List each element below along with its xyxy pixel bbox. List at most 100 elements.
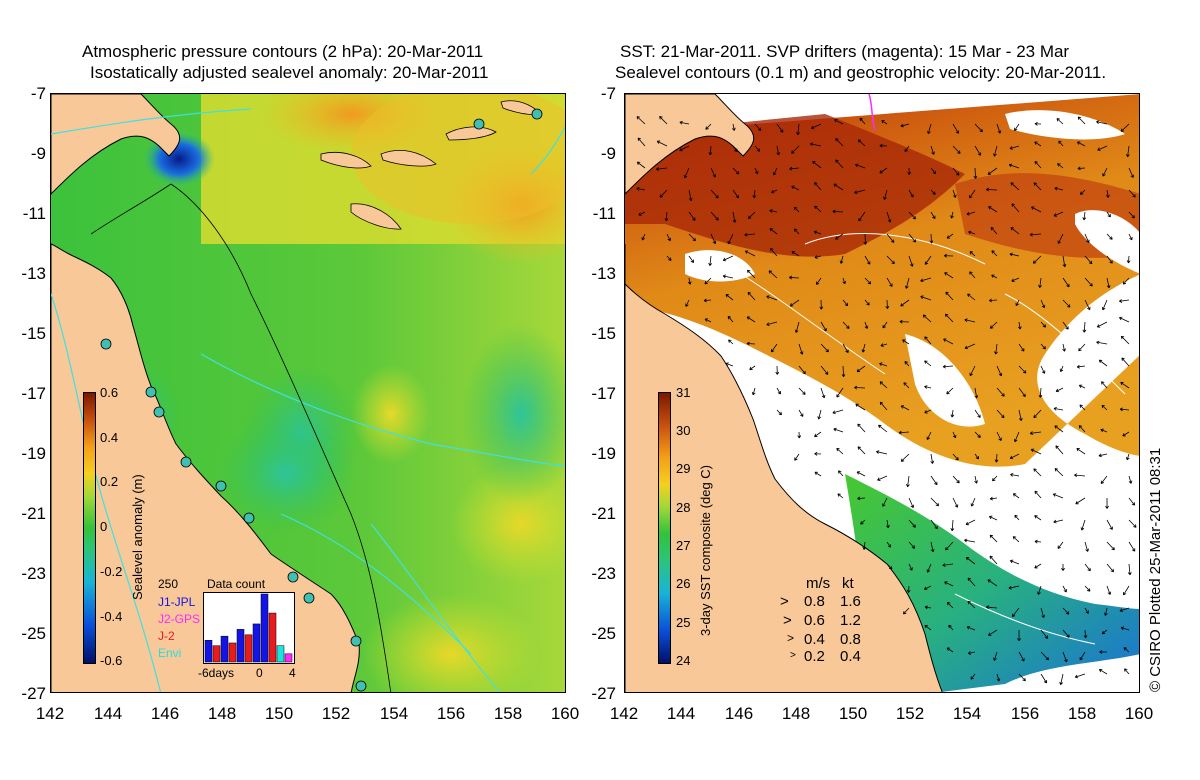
xtick: 154 — [952, 704, 982, 723]
velocity-arrow — [835, 233, 844, 240]
velocity-arrow — [970, 497, 976, 507]
velocity-arrow — [1078, 425, 1086, 433]
velocity-arrow — [1058, 140, 1064, 147]
velocity-arrow — [1062, 277, 1070, 288]
velocity-arrow — [1082, 211, 1087, 221]
velocity-arrow — [747, 291, 756, 301]
velocity-arrow — [798, 409, 804, 417]
velocity-arrow — [1123, 647, 1130, 653]
velocity-arrow — [1014, 123, 1020, 132]
velocity-arrow — [1103, 607, 1108, 616]
velocity-arrow — [836, 387, 844, 398]
velocity-arrow — [985, 605, 998, 610]
velocity-arrow — [666, 233, 671, 242]
velocity-arrow — [944, 272, 954, 279]
velocity-arrow — [952, 145, 961, 154]
velocity-arrow — [1010, 182, 1020, 191]
left-map[interactable] — [50, 93, 566, 693]
velocity-arrow — [920, 277, 932, 283]
velocity-arrow — [974, 123, 983, 133]
velocity-arrow — [798, 365, 806, 375]
colorbar-tick: 0.4 — [100, 430, 119, 445]
right-map[interactable] — [624, 93, 1140, 693]
velocity-arrow — [900, 453, 910, 462]
velocity-arrow — [793, 228, 800, 235]
histogram-bar — [212, 645, 221, 663]
velocity-arrow — [952, 431, 957, 439]
velocity-arrow — [989, 555, 998, 565]
velocity-arrow — [1013, 431, 1020, 443]
velocity-arrow — [945, 291, 954, 301]
inset-x-label: 0 — [256, 666, 263, 680]
velocity-arrow — [751, 387, 756, 396]
velocity-arrow — [904, 361, 910, 367]
velocity-arrow — [907, 167, 912, 175]
velocity-legend-kt: 0.8 — [840, 631, 861, 648]
velocity-arrow — [996, 409, 1005, 419]
velocity-arrow — [996, 123, 1002, 134]
right-title-line2: Sealevel contours (0.1 m) and geostrophi… — [615, 63, 1107, 82]
velocity-arrow — [819, 299, 824, 310]
velocity-arrow — [837, 493, 844, 499]
velocity-arrow — [638, 211, 646, 216]
velocity-arrow — [1009, 453, 1020, 460]
velocity-arrow — [688, 255, 695, 263]
velocity-arrow — [834, 119, 844, 125]
velocity-arrow — [900, 123, 910, 128]
velocity-arrow — [1106, 541, 1115, 551]
velocity-arrow — [754, 145, 761, 152]
data-count-histogram — [203, 592, 295, 664]
velocity-arrow — [1040, 607, 1045, 618]
velocity-arrow — [1122, 277, 1130, 285]
xtick: 150 — [264, 704, 294, 723]
velocity-arrow — [966, 625, 976, 631]
legend-j-2: J-2 — [158, 629, 175, 643]
velocity-arrow — [856, 365, 866, 373]
velocity-arrow — [1040, 343, 1046, 350]
velocity-arrow — [945, 541, 954, 551]
velocity-arrow — [883, 189, 888, 200]
velocity-arrow — [864, 277, 872, 285]
velocity-arrow — [1079, 404, 1086, 411]
velocity-arrow — [809, 142, 822, 147]
velocity-arrow — [930, 475, 938, 486]
velocity-arrow — [1128, 189, 1136, 198]
velocity-arrow — [1034, 490, 1042, 499]
velocity-arrow — [987, 579, 998, 587]
ytick: -23 — [21, 564, 46, 583]
velocity-arrow — [710, 167, 717, 178]
ytick: -27 — [21, 684, 46, 703]
velocity-arrow — [964, 318, 976, 323]
velocity-arrow — [1106, 233, 1113, 240]
velocity-arrow — [710, 233, 717, 245]
ytick: -11 — [592, 204, 616, 223]
velocity-arrow — [820, 365, 829, 375]
velocity-arrow — [946, 647, 954, 653]
velocity-arrow — [688, 211, 696, 221]
velocity-arrow — [904, 145, 910, 153]
velocity-arrow — [1106, 585, 1112, 595]
velocity-arrow — [732, 167, 740, 175]
velocity-arrow — [1010, 473, 1020, 477]
velocity-arrow — [656, 140, 668, 147]
xtick: 142 — [609, 704, 639, 723]
velocity-arrow — [950, 519, 955, 532]
velocity-arrow — [1011, 607, 1020, 618]
velocity-arrow — [710, 189, 719, 199]
velocity-arrow — [924, 624, 932, 631]
velocity-arrow — [1120, 123, 1130, 132]
velocity-arrow — [902, 339, 910, 345]
velocity-arrow — [1040, 365, 1046, 374]
histogram-bar — [220, 635, 229, 663]
velocity-arrow — [974, 475, 978, 484]
velocity-arrow — [1078, 384, 1086, 389]
velocity-arrow — [898, 430, 910, 435]
velocity-arrow — [842, 321, 850, 329]
velocity-arrow — [1040, 629, 1049, 639]
velocity-arrow — [858, 211, 866, 222]
velocity-arrow — [1074, 673, 1086, 679]
velocity-arrow — [641, 233, 646, 241]
velocity-arrow — [1057, 163, 1064, 169]
colorbar-tick: 25 — [676, 615, 691, 630]
velocity-arrow — [993, 651, 998, 661]
